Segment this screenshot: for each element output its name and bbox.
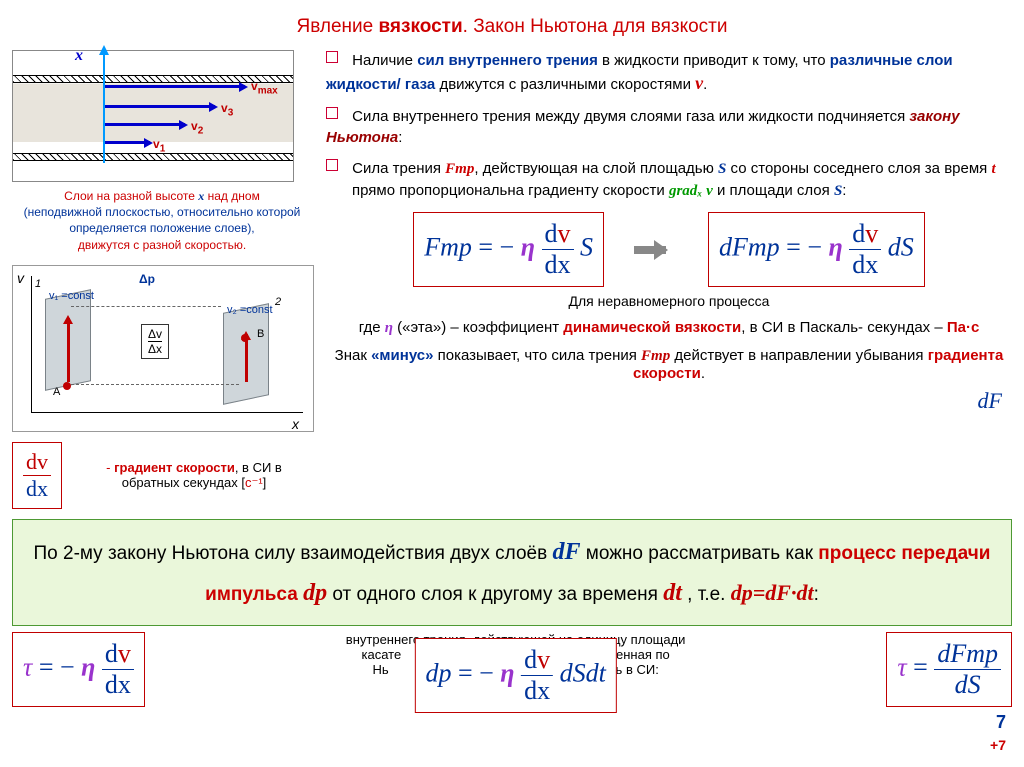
page-number: 7 [996, 712, 1006, 733]
eta-definition: где η («эта») – коэффициент динамической… [326, 319, 1012, 337]
peek-dF: dF [978, 388, 1002, 413]
bullet-2: Сила внутреннего трения между двумя слоя… [326, 106, 1012, 148]
page-title: Явление вязкости. Закон Ньютона для вязк… [12, 16, 1012, 38]
newton-friction-diff-formula: dFтр = − η dvdx dS [708, 212, 925, 287]
bullet-icon [326, 159, 338, 171]
gradient-formula: dvdx [12, 442, 62, 509]
gradient-definition: - градиент скорости, в СИ в обратных сек… [76, 460, 312, 491]
newton-second-law-box: По 2-му закону Ньютона силу взаимодейств… [12, 519, 1012, 627]
newton-friction-formula: Fтр = − η dvdx S [413, 212, 604, 287]
arrow-right-icon [634, 242, 678, 258]
tau-from-dF-formula: τ = dFтрdS [886, 632, 1012, 707]
right-column: Наличие сил внутреннего трения в жидкост… [326, 50, 1012, 509]
eq2-caption: Для неравномерного процесса [326, 293, 1012, 309]
momentum-transfer-diagram: v x Δp v₁ =const v₂ =const A B 1 2 ΔvΔx [12, 265, 314, 432]
tau-formula: τ = − η dvdx [12, 632, 145, 707]
left-column: x vmaxv3v2v1 Слои на разной высоте x над… [12, 50, 312, 509]
minus-sign-note: Знак «минус» показывает, что сила трения… [326, 347, 1012, 382]
diagram1-caption: Слои на разной высоте x над дном (неподв… [12, 182, 312, 259]
dp-formula: dp = − η dvdx dSdt [414, 638, 616, 713]
page-offset: +7 [990, 737, 1006, 753]
bullet-icon [326, 51, 338, 63]
bullet-3: Сила трения Fтр, действующая на слой пло… [326, 158, 1012, 202]
bullet-icon [326, 107, 338, 119]
velocity-layers-diagram: x vmaxv3v2v1 [12, 50, 294, 182]
bullet-1: Наличие сил внутреннего трения в жидкост… [326, 50, 1012, 96]
